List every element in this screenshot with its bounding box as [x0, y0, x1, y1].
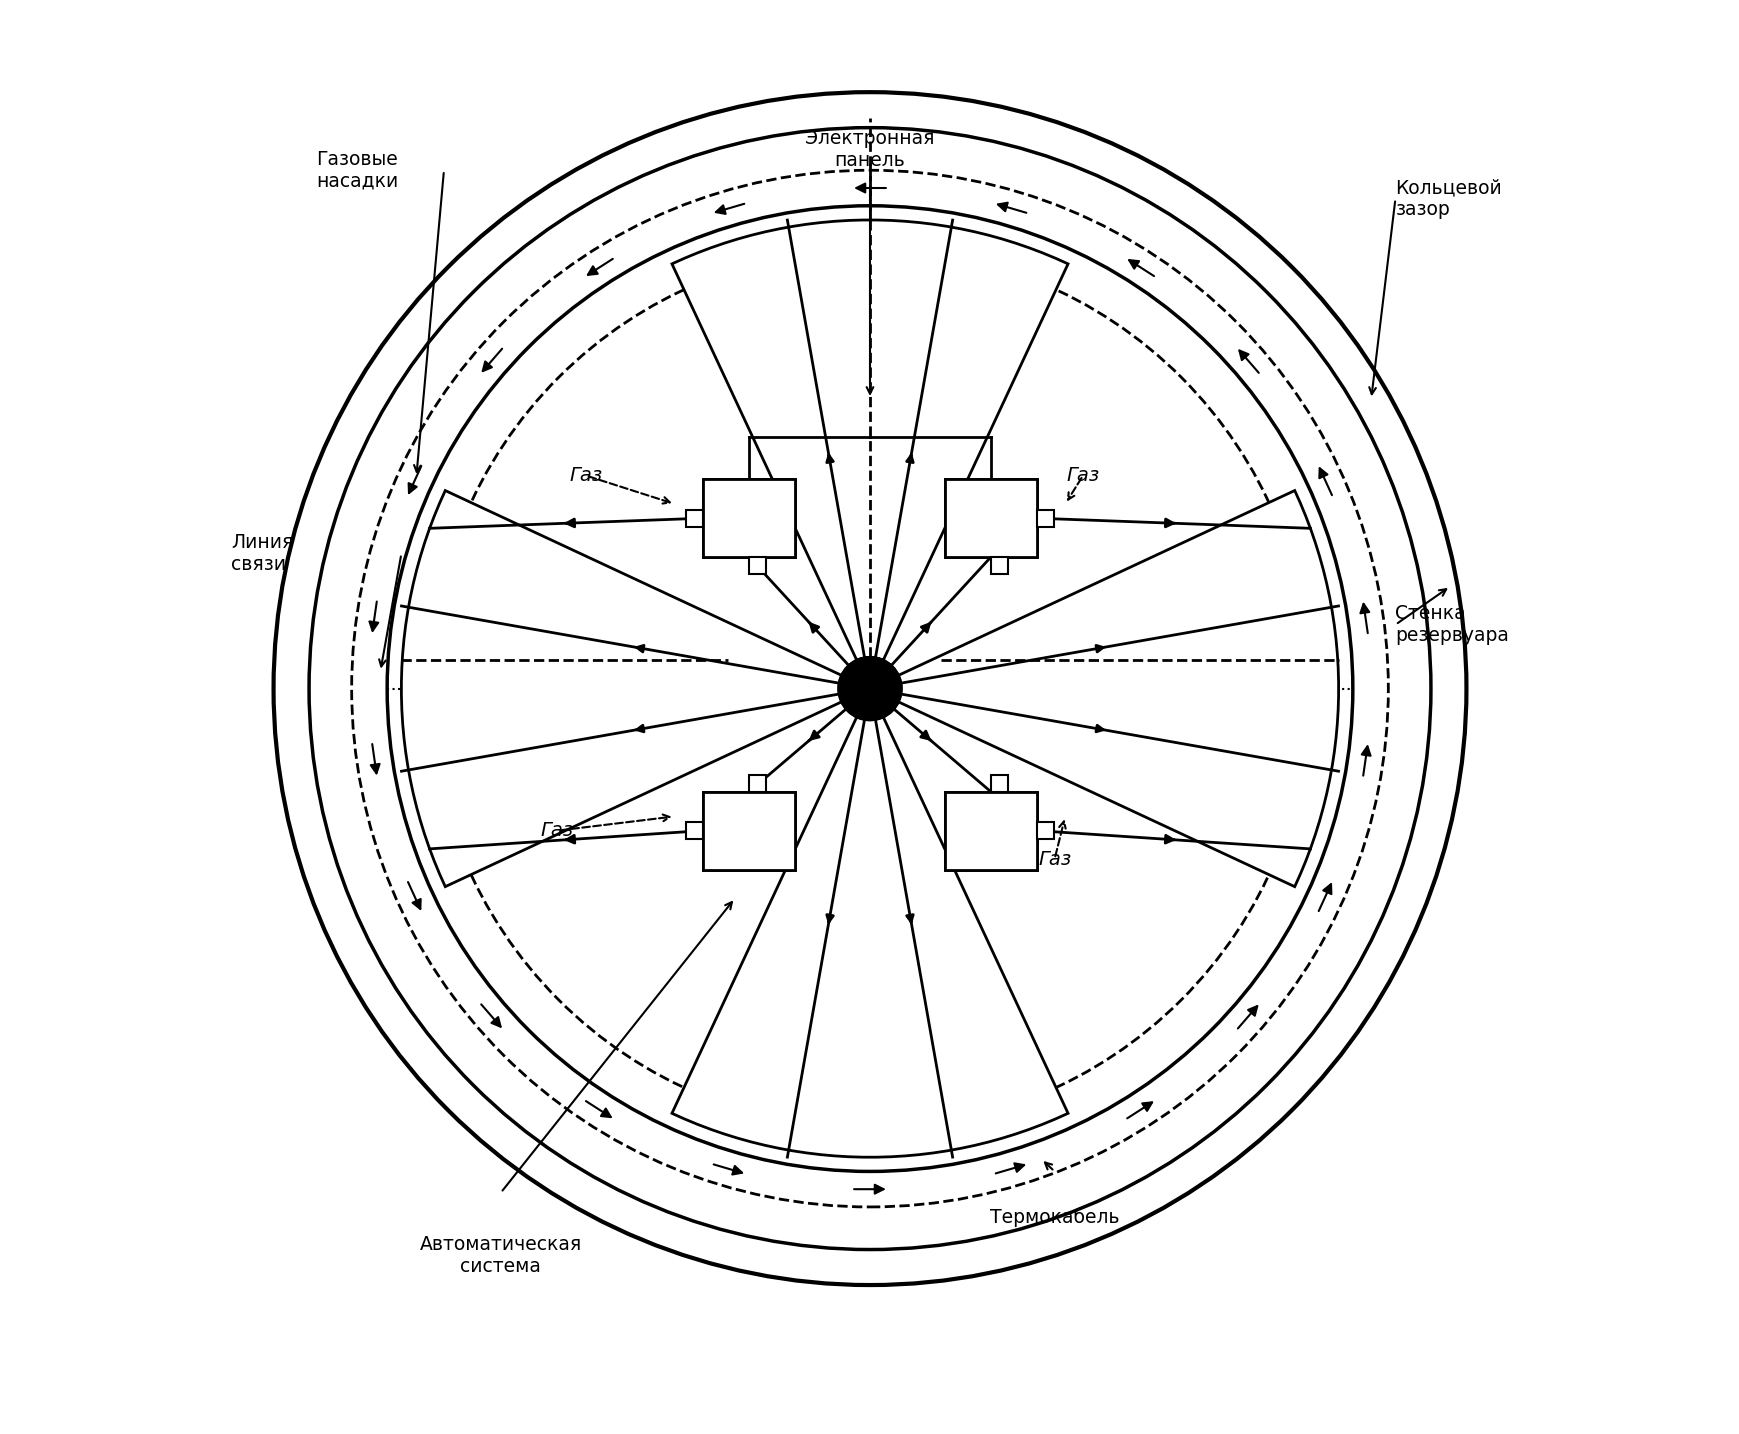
Text: Кольцевой
зазор: Кольцевой зазор: [1395, 178, 1501, 219]
PathPatch shape: [897, 490, 1337, 886]
Bar: [703, 792, 795, 869]
Bar: [1036, 822, 1054, 839]
Text: Стенка
резервуара: Стенка резервуара: [1395, 604, 1508, 645]
Bar: [685, 509, 703, 526]
Bar: [944, 479, 1036, 558]
PathPatch shape: [402, 490, 842, 886]
Bar: [703, 479, 795, 558]
Bar: [944, 792, 1036, 869]
Bar: [944, 479, 1036, 558]
Bar: [703, 479, 795, 558]
Bar: [685, 822, 703, 839]
Circle shape: [838, 657, 901, 720]
Bar: [944, 792, 1036, 869]
Text: Термокабель: Термокабель: [989, 1207, 1118, 1226]
Text: Линия
связи: Линия связи: [231, 533, 294, 574]
Bar: [750, 774, 765, 792]
Text: Газ: Газ: [569, 466, 602, 485]
Text: Газ: Газ: [541, 822, 574, 840]
Text: Газовые
насадки: Газовые насадки: [316, 149, 398, 191]
Bar: [989, 558, 1007, 574]
Bar: [1036, 509, 1054, 526]
Text: Газ: Газ: [1038, 849, 1071, 869]
Text: Автоматическая
система: Автоматическая система: [419, 1235, 581, 1276]
PathPatch shape: [671, 717, 1068, 1157]
Bar: [750, 558, 765, 574]
Text: Газ: Газ: [1066, 466, 1099, 485]
PathPatch shape: [671, 219, 1068, 660]
Text: Электронная
панель: Электронная панель: [805, 129, 934, 171]
Bar: [703, 792, 795, 869]
Bar: [989, 774, 1007, 792]
